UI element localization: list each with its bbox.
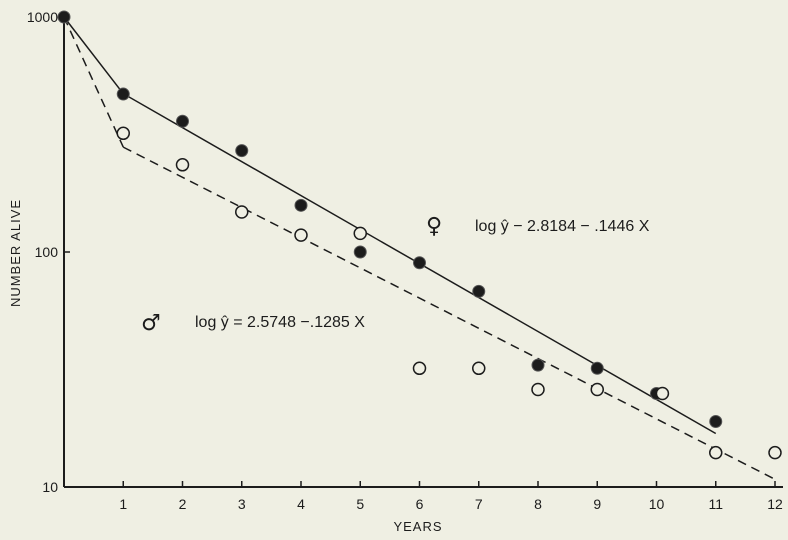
data-point-filled	[353, 245, 367, 259]
data-point-filled	[235, 144, 249, 158]
x-tick-label: 1	[119, 496, 127, 512]
x-tick-label: 5	[356, 496, 364, 512]
x-tick-label: 8	[534, 496, 542, 512]
data-point-open	[768, 445, 782, 460]
data-point-filled	[590, 361, 604, 375]
data-point-filled	[709, 414, 723, 428]
data-point-open	[294, 228, 308, 242]
x-tick-label: 3	[238, 496, 246, 512]
x-tick-label: 4	[297, 496, 305, 512]
y-tick-label: 10	[42, 479, 58, 495]
connector-line	[63, 16, 124, 95]
data-point-open	[412, 361, 427, 376]
x-tick-label: 9	[593, 496, 601, 512]
x-tick-label: 12	[767, 496, 783, 512]
data-point-open	[353, 226, 367, 241]
fit-lines	[63, 16, 776, 480]
data-point-filled	[57, 10, 71, 24]
fit-line	[122, 146, 776, 480]
x-tick-label: 11	[708, 496, 723, 512]
data-point-open	[116, 126, 130, 141]
y-tick-label: 1000	[27, 9, 58, 25]
male-symbol: ♂	[141, 311, 161, 336]
data-point-filled	[472, 284, 486, 298]
x-tick-label: 7	[475, 496, 483, 512]
data-point-open	[531, 382, 545, 397]
x-axis-label: YEARS	[393, 519, 442, 534]
data-point-filled	[116, 87, 130, 101]
data-point-open	[235, 205, 249, 219]
data-point-open	[590, 382, 604, 397]
data-point-filled	[176, 114, 189, 128]
data-point-filled	[294, 198, 308, 212]
data-point-open	[655, 386, 670, 401]
y-tick-label: 100	[35, 244, 59, 260]
connector-line	[63, 16, 124, 148]
data-point-open	[175, 158, 190, 172]
data-point-filled	[531, 358, 545, 372]
data-point-open	[472, 361, 486, 376]
data-point-open	[709, 445, 723, 460]
chart-labels: NUMBER ALIVE YEARS ♀ log ŷ − 2.8184 − .1…	[8, 199, 650, 534]
x-tick-label: 2	[179, 496, 187, 512]
data-points	[57, 10, 782, 460]
data-point-filled	[413, 256, 426, 270]
female-symbol: ♀	[426, 214, 442, 239]
x-tick-label: 10	[649, 496, 665, 512]
y-axis-label: NUMBER ALIVE	[8, 199, 23, 307]
x-tick-label: 6	[416, 496, 424, 512]
male-equation: log ŷ = 2.5748 −.1285 X	[195, 314, 365, 331]
female-equation: log ŷ − 2.8184 − .1446 X	[475, 218, 650, 235]
